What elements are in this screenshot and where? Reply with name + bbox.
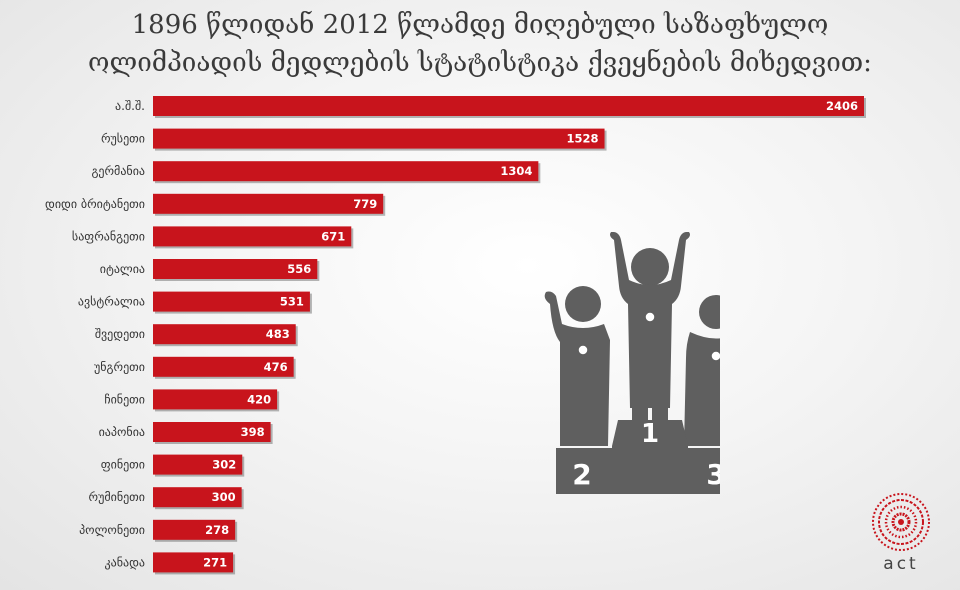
category-label: ა.შ.შ. — [115, 99, 145, 113]
podium-third-step — [688, 448, 720, 494]
category-label: რუმინეთი — [89, 490, 145, 504]
category-label: ჩინეთი — [104, 392, 145, 406]
podium-winners-icon: 1 2 3 — [544, 232, 720, 494]
bar-row: იაპონია 398 — [99, 422, 273, 444]
bar-row: პოლონეთი 278 — [79, 519, 238, 542]
act-logo: act — [866, 492, 936, 582]
bar-row: დიდი ბრიტანეთი 779 — [45, 193, 386, 216]
bar — [153, 519, 236, 540]
bar-row: შვედეთი 483 — [95, 324, 298, 347]
bar-row: ა.შ.შ. 2406 — [115, 96, 866, 118]
category-label: პოლონეთი — [79, 523, 145, 537]
bar-row: ფინეთი 302 — [101, 454, 245, 477]
podium-first-step — [612, 420, 688, 446]
athlete-second-icon — [544, 286, 610, 446]
bar — [153, 96, 864, 116]
bar — [153, 161, 539, 182]
bar — [153, 324, 296, 345]
act-logo-mark-icon — [872, 493, 930, 551]
category-label: იაპონია — [99, 425, 145, 439]
value-label: 398 — [241, 425, 265, 439]
athlete-third-icon — [684, 295, 720, 446]
bar-row: ავსტრალია 531 — [78, 291, 312, 314]
bar — [153, 291, 310, 312]
medal-second-icon — [577, 344, 589, 356]
chart-title: 1896 წლიდან 2012 წლამდე მიღებული საზაფხუ… — [0, 6, 960, 82]
title-line-1: 1896 წლიდან 2012 წლამდე მიღებული საზაფხუ… — [131, 10, 829, 40]
value-label: 420 — [247, 392, 271, 406]
bar — [153, 259, 318, 279]
value-label: 483 — [266, 327, 290, 341]
value-label: 300 — [212, 490, 236, 504]
bar — [153, 552, 234, 573]
podium-second-step — [556, 448, 612, 494]
bar-row: იტალია 556 — [100, 259, 320, 281]
bar-row: ჩინეთი 420 — [104, 389, 280, 412]
value-label: 531 — [280, 295, 304, 309]
bar — [153, 356, 294, 377]
value-label: 1304 — [500, 164, 532, 178]
category-label: უნგრეთი — [94, 360, 145, 374]
medal-first-icon — [644, 311, 656, 323]
podium-place-3: 3 — [706, 458, 720, 491]
category-label: დიდი ბრიტანეთი — [45, 197, 145, 211]
value-label: 302 — [212, 458, 236, 472]
value-label: 1528 — [567, 132, 599, 146]
value-label: 556 — [287, 262, 311, 276]
title-line-2: ოლიმპიადის მედლების სტატისტიკა ქვეყნების… — [88, 48, 872, 78]
podium-place-2: 2 — [572, 458, 591, 491]
category-label: კანადა — [105, 555, 146, 569]
bar — [153, 422, 271, 442]
value-label: 476 — [264, 360, 288, 374]
category-label: რუსეთი — [101, 132, 145, 146]
bar-row: გერმანია 1304 — [91, 161, 541, 184]
category-label: საფრანგეთი — [72, 229, 145, 243]
category-label: შვედეთი — [95, 327, 145, 341]
category-label: გერმანია — [91, 164, 145, 178]
bar — [153, 454, 243, 475]
bar-row: კანადა 271 — [105, 552, 236, 575]
bar-row: რუსეთი 1528 — [101, 128, 607, 151]
value-label: 671 — [321, 229, 345, 243]
bar — [153, 128, 605, 149]
podium-place-1: 1 — [641, 419, 659, 449]
podium-first-base — [612, 446, 688, 494]
bar — [153, 193, 384, 214]
bar — [153, 226, 352, 247]
bar — [153, 389, 278, 410]
value-label: 2406 — [826, 99, 858, 113]
category-label: იტალია — [100, 262, 145, 276]
value-label: 278 — [205, 523, 229, 537]
bar — [153, 487, 242, 508]
athlete-first-icon — [610, 232, 690, 437]
value-label: 779 — [353, 197, 377, 211]
bars-layer: ა.შ.შ. 2406 რუსეთი 1528 გერმანია 1304 დიდი ბრი… — [45, 96, 866, 575]
bar-row: უნგრეთი 476 — [94, 356, 296, 379]
value-label: 271 — [203, 555, 227, 569]
bar-row: საფრანგეთი 671 — [72, 226, 354, 249]
act-logo-text: act — [883, 554, 919, 574]
category-label: ავსტრალია — [78, 295, 145, 309]
medal-third-icon — [710, 350, 720, 362]
bar-row: რუმინეთი 300 — [89, 487, 244, 510]
category-label: ფინეთი — [101, 458, 145, 472]
